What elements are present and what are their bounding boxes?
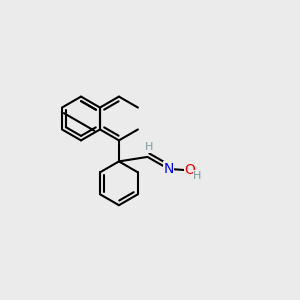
Text: H: H	[193, 171, 202, 181]
Text: N: N	[163, 162, 174, 176]
Text: H: H	[145, 142, 153, 152]
Text: O: O	[184, 164, 196, 177]
